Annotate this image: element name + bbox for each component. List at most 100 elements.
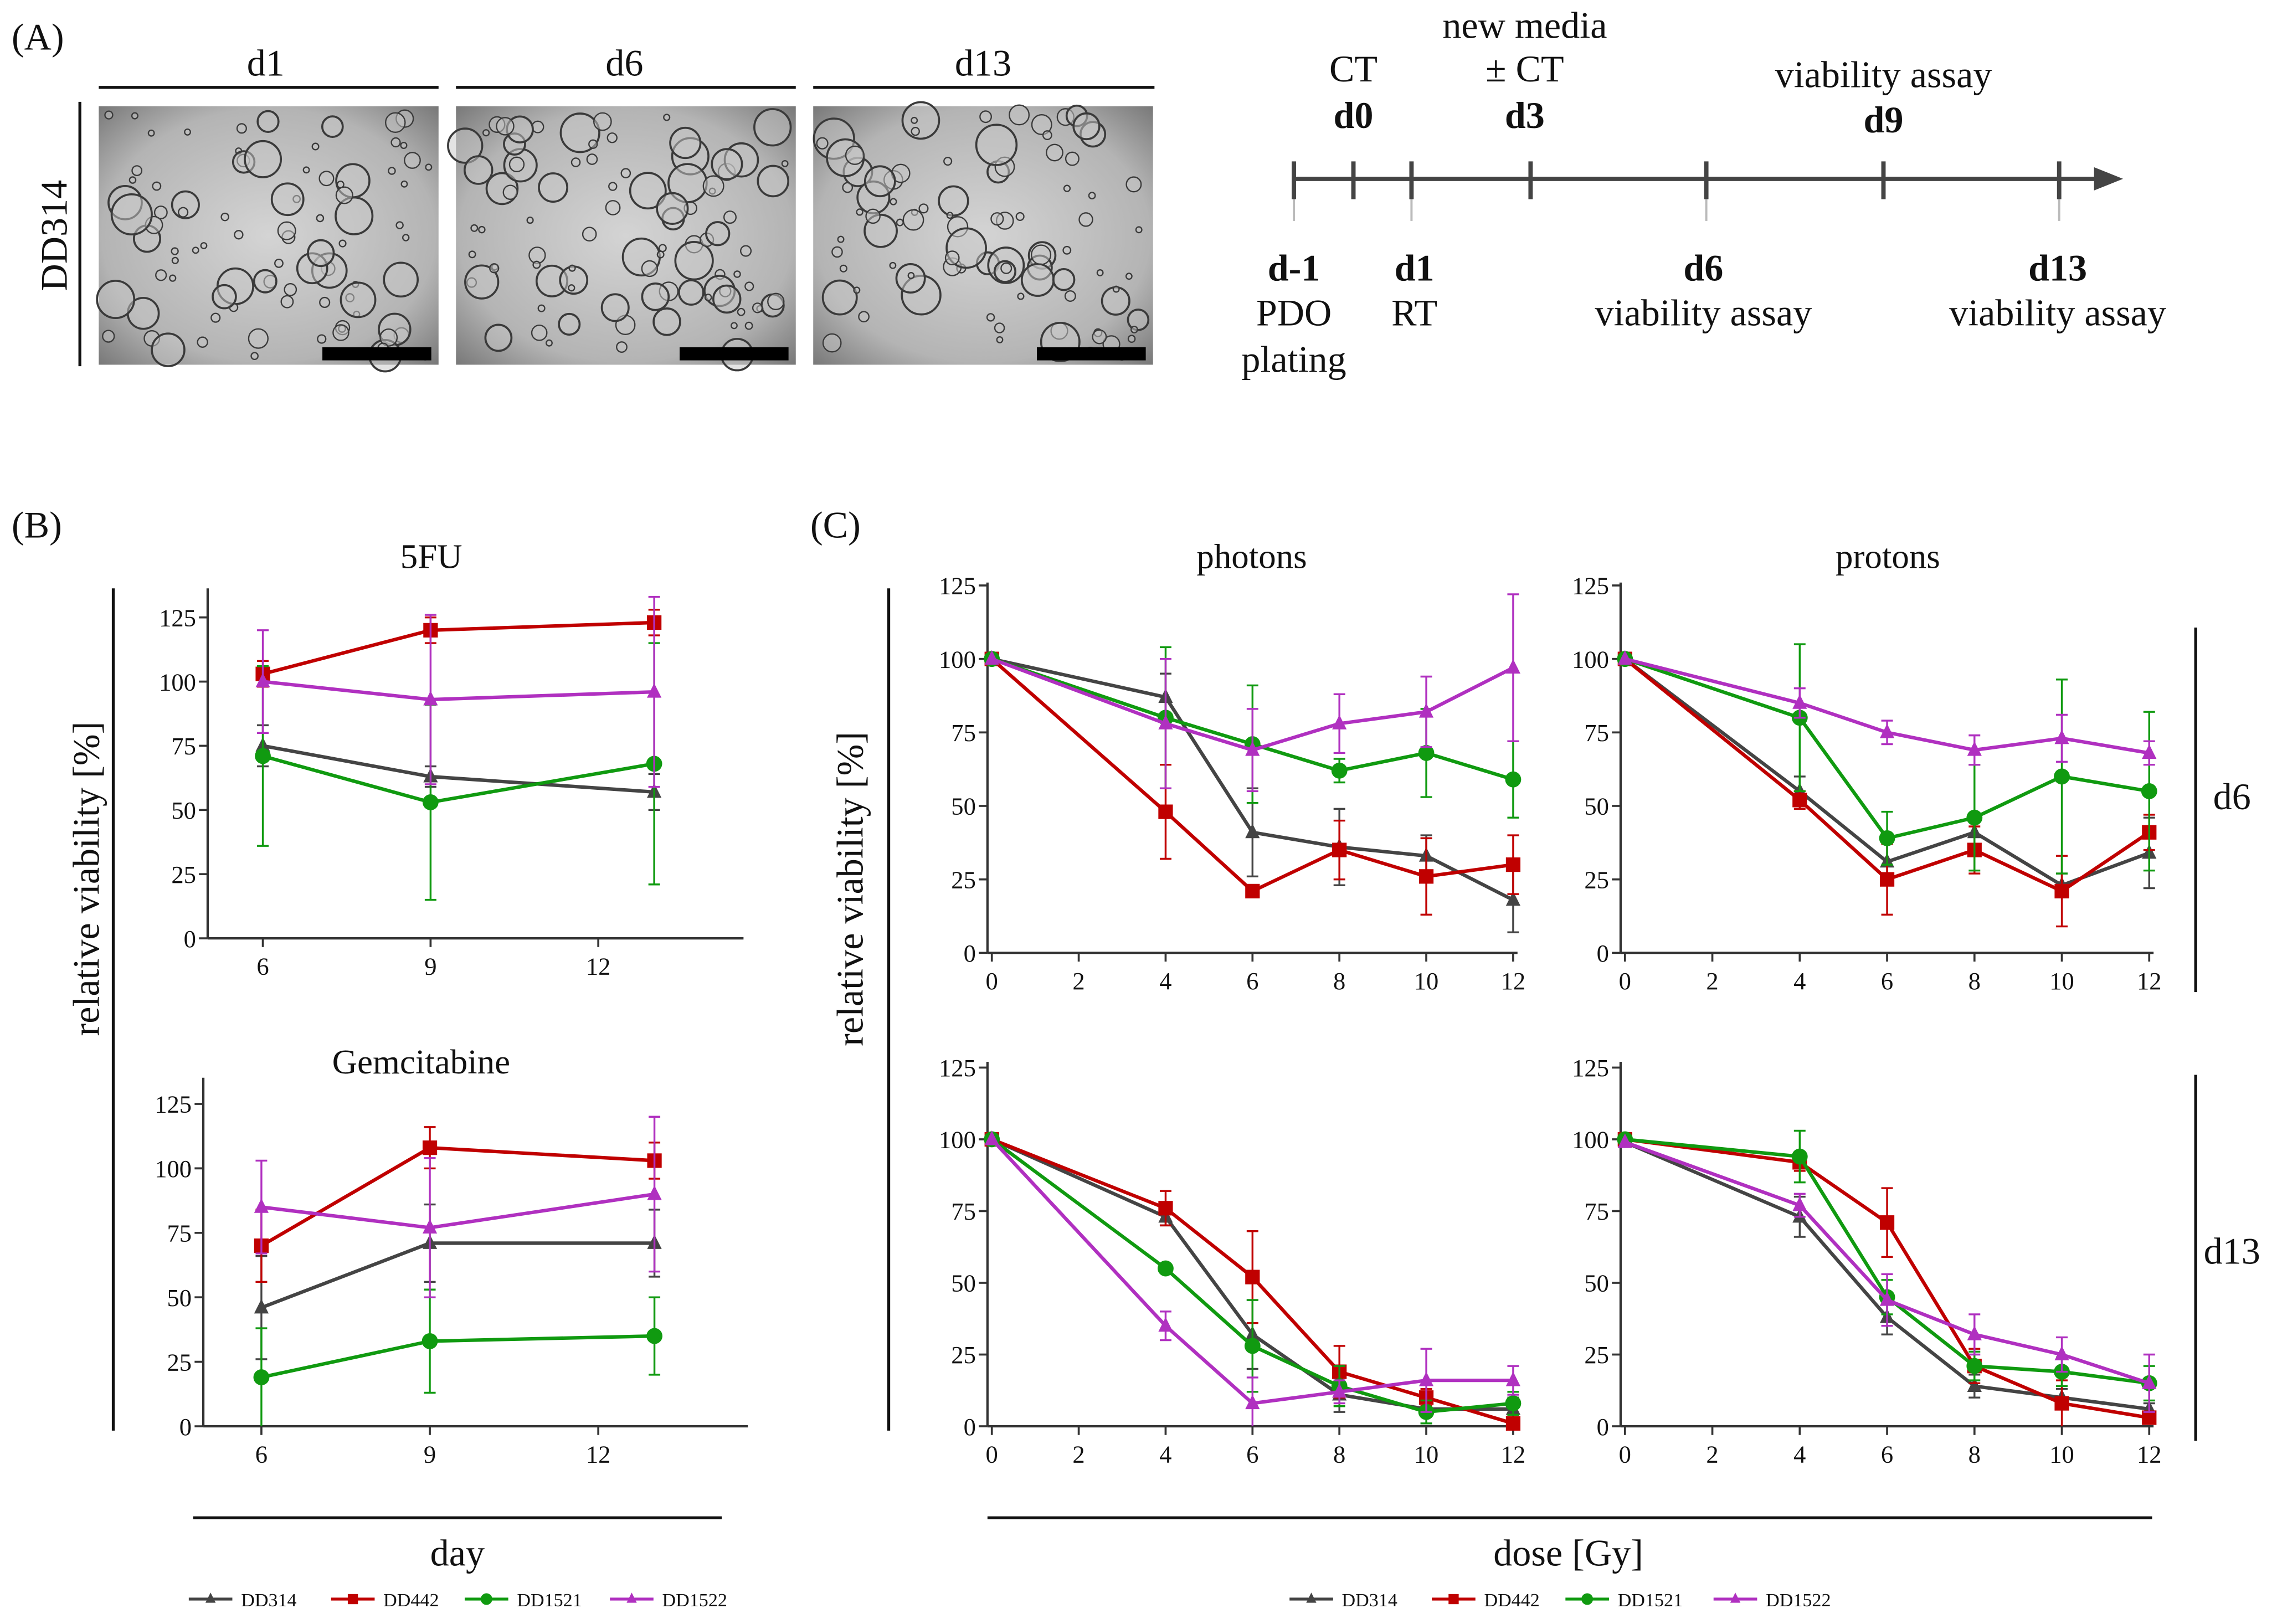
organoid [317,334,327,344]
triangle-marker [2142,1374,2157,1389]
image-day-label: d6 [605,42,643,84]
x-tick-label: 2 [1072,1441,1084,1468]
square-marker [1245,1270,1260,1284]
legend-label: DD1522 [1766,1590,1831,1611]
x-tick-label: 6 [256,953,269,980]
organoid [1063,184,1071,192]
organoid [200,242,208,249]
y-tick-label: 75 [951,1198,976,1225]
y-tick-label: 25 [1584,1341,1609,1369]
organoid [316,214,325,223]
y-tick-label: 75 [1584,1198,1609,1225]
legend-label: DD314 [241,1590,296,1611]
y-tick-label: 100 [159,668,196,696]
triangle-marker [2054,729,2069,744]
square-marker [1158,804,1173,819]
organoid [319,296,331,309]
x-axis-label: day [430,1532,485,1574]
y-tick-label: 0 [179,1413,192,1441]
arrow-head-icon [2094,167,2124,191]
scale-bar [322,347,431,361]
organoid [395,221,404,229]
organoid [284,282,297,296]
series-dd1522 [254,1116,662,1298]
organoid [822,333,842,353]
x-tick-label: 4 [1159,1441,1171,1468]
triangle-marker [1332,1383,1347,1398]
circle-marker [422,1333,438,1349]
legend-item: DD1522 [1713,1590,1831,1611]
organoid [616,341,628,353]
organoid [404,152,421,169]
organoid [911,116,918,124]
circle-marker [480,1593,492,1605]
x-tick-label: 6 [255,1441,268,1468]
organoid [901,101,940,140]
organoid [383,261,419,298]
circle-marker [2054,768,2070,785]
legends: DD314 DD442 DD1521 DD1522 DD314 DD442 DD1521 DD… [188,1590,1831,1611]
organoid [311,142,320,151]
organoid [537,304,546,312]
organoid [946,212,954,219]
panel-a: (A) d1 d6 d13 DD314 CT d0 new media ± CT… [12,4,2166,381]
organoid [388,167,396,175]
organoid [733,270,741,278]
organoid [658,244,667,253]
x-tick-label: 8 [1333,967,1345,995]
organoid [979,110,992,124]
chart-title: photons [1196,537,1307,576]
square-marker [1332,842,1347,857]
organoid [996,336,1004,343]
organoid [502,184,518,201]
organoid [731,322,738,330]
x-tick-label: 8 [1968,1441,1981,1468]
square-marker [1448,1594,1459,1605]
y-tick-label: 100 [1572,1126,1609,1154]
timeline-event: ± CT [1486,48,1564,90]
triangle-marker [984,650,999,665]
organoid [379,328,398,347]
legend-item: DD1522 [610,1590,727,1611]
x-tick-label: 10 [2049,1441,2074,1468]
organoid [1072,112,1101,141]
organoid [620,168,631,179]
organoid [489,263,500,274]
legend-item: DD1521 [464,1590,582,1611]
y-tick-label: 0 [184,925,196,953]
organoid [307,239,335,268]
x-tick-label: 6 [1246,967,1258,995]
y-tick-label: 0 [1597,939,1609,967]
x-tick-label: 0 [986,967,998,995]
timeline-event: viability assay [1595,292,1812,334]
square-marker [2054,883,2069,898]
organoid [586,153,598,165]
organoid [856,208,863,216]
timeline-day: d-1 [1268,246,1320,289]
x-tick-label: 12 [1501,1441,1526,1468]
timeline-day: d13 [2028,246,2087,289]
organoid [740,245,752,257]
organoid [484,323,513,352]
organoid [155,269,167,281]
organoid [975,124,1018,166]
organoid [1015,212,1025,221]
x-tick-label: 12 [586,1441,611,1468]
organoid [767,292,785,311]
series-dd1522 [1617,650,2157,766]
series-dd442 [1617,651,2157,928]
timeline-event: plating [1241,338,1346,381]
organoid [96,280,136,319]
organoid [1064,290,1076,302]
panel-b: (B) relative viability [%] day [12,503,722,1574]
x-tick-label: 10 [1414,1441,1439,1468]
x-axis-label: dose [Gy] [1493,1532,1643,1574]
x-tick-label: 9 [424,953,436,980]
organoid [147,129,155,137]
triangle-marker [1505,891,1521,906]
organoid [831,246,843,258]
timeline-day: d3 [1505,94,1545,136]
circle-marker [1158,1260,1174,1277]
legend-label: DD1521 [1618,1590,1683,1611]
triangle-marker [1730,1592,1741,1603]
